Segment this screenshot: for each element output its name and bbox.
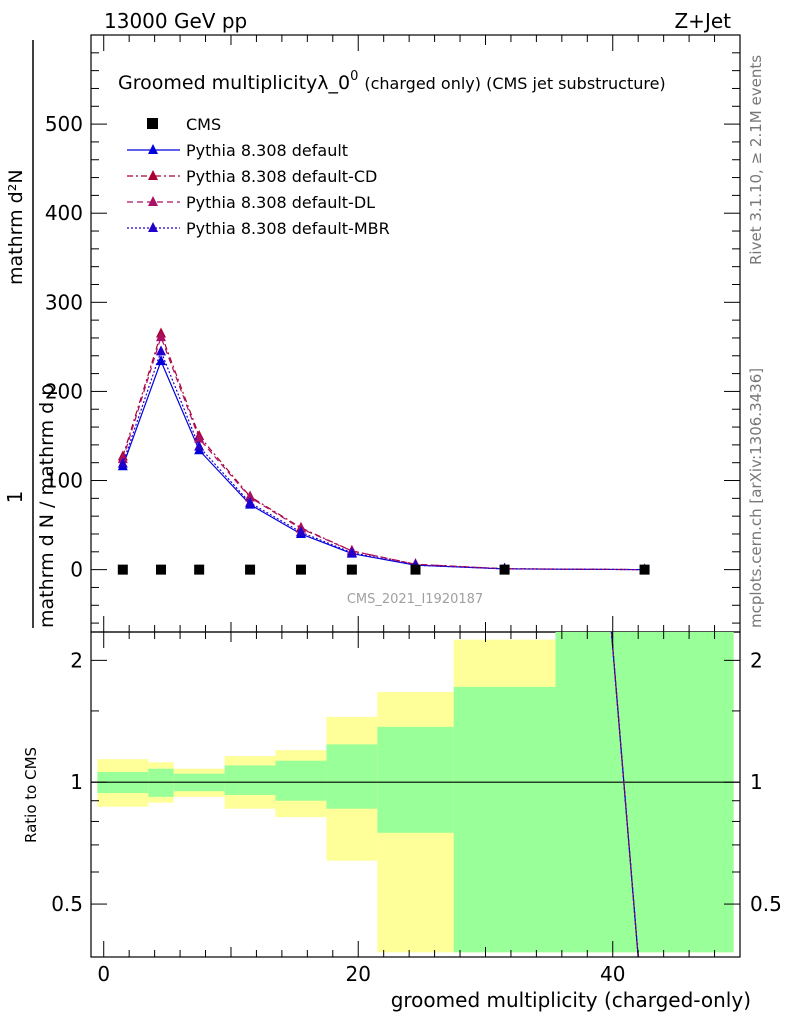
- data-point: [117, 564, 128, 575]
- ratio-y-label: Ratio to CMS: [22, 747, 40, 843]
- data-point: [295, 564, 306, 575]
- series-point: [245, 491, 256, 502]
- data-point: [245, 564, 256, 575]
- y-label-one: 1: [3, 491, 27, 504]
- legend-marker: [148, 196, 158, 206]
- ratio-band-inner: [377, 726, 454, 833]
- legend: CMS Pythia 8.308 default Pythia 8.308 def…: [127, 115, 390, 238]
- x-tick-label: 20: [346, 962, 371, 986]
- ratio-tick-label-right: 1: [750, 770, 763, 794]
- y-tick-label: 0: [70, 558, 83, 582]
- y-axis-label: 1 mathrm d²N mathrm d N / mathrm d p: [3, 40, 58, 628]
- chart-title: Groomed multiplicityλ_00 (charged only) (…: [118, 69, 666, 94]
- legend-marker: [148, 222, 158, 232]
- data-point: [346, 564, 357, 575]
- process-label: Z+Jet: [674, 9, 731, 33]
- series-point: [194, 432, 205, 443]
- y-tick-label: 200: [45, 379, 83, 403]
- series-point: [346, 546, 357, 557]
- ratio-band-inner: [275, 760, 327, 801]
- ratio-lines: [610, 631, 639, 958]
- series-line: [122, 349, 645, 571]
- y-tick-label: 300: [45, 290, 83, 314]
- legend-marker-cms: [147, 118, 158, 129]
- series-line: [122, 359, 645, 571]
- x-tick-label: 0: [97, 962, 110, 986]
- title-superscript: 0: [350, 69, 358, 84]
- ratio-series-line: [610, 631, 639, 958]
- energy-label: 13000 GeV pp: [104, 9, 247, 33]
- legend-marker: [148, 144, 158, 154]
- series-point: [295, 526, 306, 537]
- ratio-band-inner: [555, 632, 734, 953]
- main-series: [117, 327, 650, 575]
- y-tick-label: 500: [45, 112, 83, 136]
- title-main: Groomed multiplicityλ_0: [118, 72, 350, 94]
- legend-label: Pythia 8.308 default-MBR: [186, 219, 390, 238]
- legend-label: Pythia 8.308 default: [186, 141, 348, 160]
- ratio-band-inner: [326, 744, 378, 809]
- data-point: [410, 564, 421, 575]
- ratio-plot-frame: [90, 631, 741, 958]
- y-tick-label: 400: [45, 201, 83, 225]
- series-point: [194, 440, 205, 451]
- series-point: [117, 457, 128, 468]
- y-label-denominator: mathrm d N / mathrm d p: [36, 384, 58, 628]
- mcplots-label: mcplots.cern.ch [arXiv:1306.3436]: [747, 368, 765, 628]
- legend-label-cms: CMS: [186, 115, 221, 134]
- data-point: [194, 564, 205, 575]
- ratio-tick-label: 1: [70, 770, 83, 794]
- ratio-tick-label-right: 0.5: [750, 892, 782, 916]
- ratio-tick-label: 0.5: [51, 892, 83, 916]
- title-subtitle: (charged only) (CMS jet substructure): [364, 74, 665, 93]
- ratio-bands: [91, 632, 740, 953]
- series-point: [155, 345, 166, 356]
- legend-label: Pythia 8.308 default-CD: [186, 167, 377, 186]
- data-point: [155, 564, 166, 575]
- ratio-band-inner: [224, 765, 276, 795]
- analysis-watermark: CMS_2021_I1920187: [347, 592, 483, 607]
- y-label-numerator: mathrm d²N: [5, 169, 27, 285]
- legend-marker: [148, 170, 158, 180]
- series-point: [155, 331, 166, 342]
- ratio-tick-label: 2: [70, 648, 83, 672]
- y-tick-label: 100: [45, 469, 83, 493]
- ratio-band-inner: [453, 686, 556, 953]
- data-point: [499, 564, 510, 575]
- data-point: [639, 564, 650, 575]
- x-tick-label: 40: [600, 962, 625, 986]
- series-point: [155, 355, 166, 366]
- series-point: [245, 496, 256, 507]
- rivet-label: Rivet 3.1.10, ≥ 2.1M events: [747, 55, 765, 265]
- ratio-tick-label-right: 2: [750, 648, 763, 672]
- x-axis-label: groomed multiplicity (charged-only): [391, 988, 751, 1012]
- axes-ticks: 0 100 200 300 400 500 0 20 40 0.5 0.5 1 1 2 2: [45, 35, 782, 986]
- legend-label: Pythia 8.308 default-DL: [186, 193, 375, 212]
